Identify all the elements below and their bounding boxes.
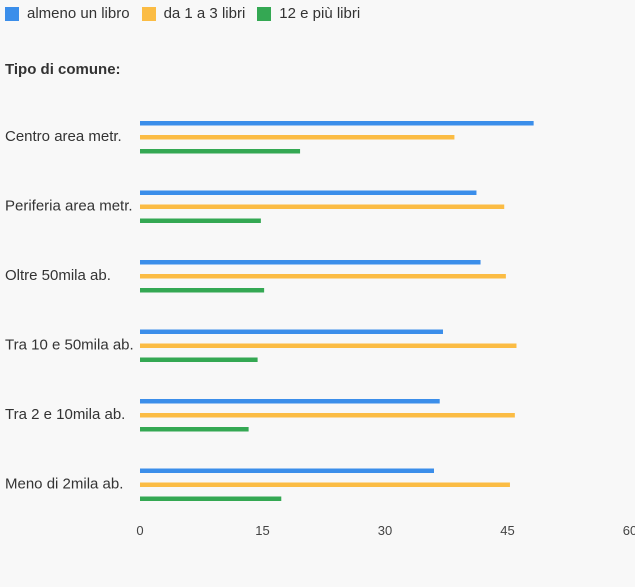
legend-label: da 1 a 3 libri xyxy=(163,5,246,22)
bar-da-1-a-3-libri-centro-area-metr[interactable] xyxy=(140,135,455,140)
bar-12-e-pi-libri-tra-10-e-50mila-ab[interactable] xyxy=(140,357,258,363)
bar-almeno-un-libro-tra-2-e-10mila-ab[interactable] xyxy=(140,399,440,404)
category-label-oltre-50mila-ab: Oltre 50mila ab. xyxy=(5,267,111,284)
legend-item-12-e-piu-libri[interactable]: 12 e più libri xyxy=(257,5,360,22)
category-label-centro-area-metr: Centro area metr. xyxy=(5,128,122,145)
legend: almeno un libro da 1 a 3 libri 12 e più … xyxy=(5,5,372,22)
bar-da-1-a-3-libri-meno-di-2mila-ab[interactable] xyxy=(140,482,510,488)
bar-almeno-un-libro-tra-10-e-50mila-ab[interactable] xyxy=(140,329,443,335)
legend-item-almeno-un-libro[interactable]: almeno un libro xyxy=(5,5,130,22)
bar-12-e-pi-libri-oltre-50mila-ab[interactable] xyxy=(140,288,265,293)
legend-label: almeno un libro xyxy=(27,5,130,22)
legend-swatch-blue xyxy=(5,6,19,21)
bar-da-1-a-3-libri-oltre-50mila-ab[interactable] xyxy=(140,274,506,279)
y-axis-title: Tipo di comune: xyxy=(5,61,121,78)
bar-12-e-pi-libri-tra-2-e-10mila-ab[interactable] xyxy=(140,427,249,432)
bar-da-1-a-3-libri-periferia-area-metr[interactable] xyxy=(140,204,505,210)
bar-da-1-a-3-libri-tra-10-e-50mila-ab[interactable] xyxy=(140,343,517,349)
x-tick-label-60: 60 xyxy=(623,523,635,538)
x-tick-label-0: 0 xyxy=(136,523,143,538)
bar-da-1-a-3-libri-tra-2-e-10mila-ab[interactable] xyxy=(140,413,515,418)
bar-12-e-pi-libri-meno-di-2mila-ab[interactable] xyxy=(140,496,282,502)
legend-swatch-green xyxy=(257,6,272,21)
legend-swatch-yellow xyxy=(141,6,156,21)
bar-almeno-un-libro-oltre-50mila-ab[interactable] xyxy=(140,260,481,265)
x-tick-label-30: 30 xyxy=(378,523,392,538)
legend-label: 12 e più libri xyxy=(279,5,361,22)
bar-almeno-un-libro-meno-di-2mila-ab[interactable] xyxy=(140,468,434,474)
x-tick-label-45: 45 xyxy=(500,523,514,538)
bar-12-e-pi-libri-centro-area-metr[interactable] xyxy=(140,149,301,154)
category-label-tra-10-e-50mila-ab: Tra 10 e 50mila ab. xyxy=(5,337,134,354)
bar-almeno-un-libro-centro-area-metr[interactable] xyxy=(140,121,534,126)
bar-almeno-un-libro-periferia-area-metr[interactable] xyxy=(140,190,477,196)
category-label-tra-2-e-10mila-ab: Tra 2 e 10mila ab. xyxy=(5,406,125,423)
x-tick-label-15: 15 xyxy=(255,523,269,538)
legend-item-da-1-a-3-libri[interactable]: da 1 a 3 libri xyxy=(141,5,246,22)
bar-12-e-pi-libri-periferia-area-metr[interactable] xyxy=(140,218,261,224)
category-label-meno-di-2mila-ab: Meno di 2mila ab. xyxy=(5,476,123,493)
category-label-periferia-area-metr: Periferia area metr. xyxy=(5,198,133,215)
